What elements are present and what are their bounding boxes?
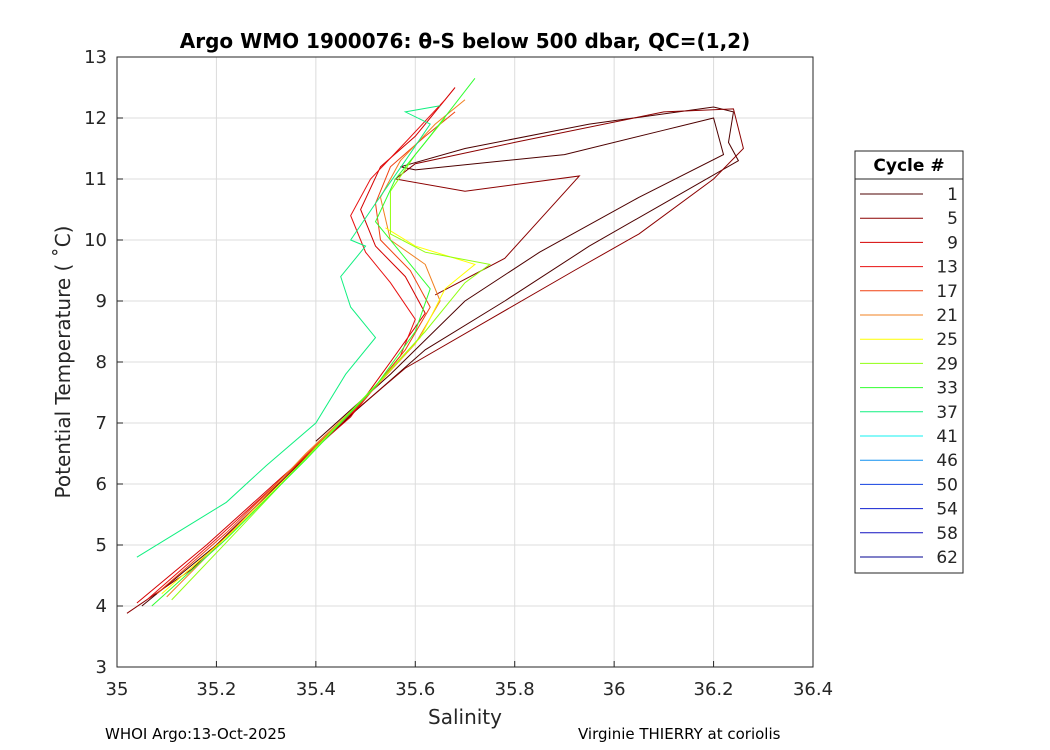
legend-entry-label: 33 <box>936 379 958 399</box>
tick-labels: 35 35.2 35.4 35.6 35.8 36 36.2 36.4 3 4 5 6 7 8 9 10 11 1… <box>84 47 833 700</box>
y-tick-label: 11 <box>84 169 107 190</box>
y-tick-label: 12 <box>84 108 107 129</box>
legend-entry-label: 25 <box>936 330 958 350</box>
x-tick-label: 35.2 <box>196 679 236 700</box>
x-tick-label: 35 <box>106 679 129 700</box>
legend-entry-label: 17 <box>936 282 958 302</box>
legend-entry-label: 5 <box>947 209 958 229</box>
legend-entry-label: 54 <box>936 500 958 520</box>
legend-entry-label: 1 <box>947 185 958 205</box>
y-tick-label: 7 <box>96 413 107 434</box>
legend-entry-label: 21 <box>936 306 958 326</box>
legend-entry-label: 29 <box>936 354 958 374</box>
series-lines <box>126 78 744 614</box>
series-line-cycle-33 <box>151 78 476 607</box>
plot-frame <box>116 56 814 668</box>
series-line-cycle-21 <box>166 99 466 598</box>
y-tick-label: 4 <box>96 596 107 617</box>
x-tick-label: 36.4 <box>793 679 833 700</box>
legend: Cycle # 1 5 9 13 17 21 25 29 33 37 41 46 50 54 58 62 <box>854 150 964 574</box>
x-tick-label: 36.2 <box>694 679 734 700</box>
series-line-cycle-9 <box>136 87 456 604</box>
legend-box <box>854 150 964 574</box>
series-line-cycle-29 <box>171 117 492 601</box>
x-tick-label: 35.4 <box>296 679 336 700</box>
footer-left: WHOI Argo:13-Oct-2025 <box>105 725 287 743</box>
legend-entry-label: 37 <box>936 403 958 423</box>
legend-entry-label: 41 <box>936 427 958 447</box>
y-tick-label: 5 <box>96 535 107 556</box>
footer-right: Virginie THIERRY at coriolis <box>578 725 781 743</box>
legend-entry-label: 50 <box>936 475 958 495</box>
legend-entry-label: 62 <box>936 548 958 568</box>
legend-entry-label: 58 <box>936 524 958 544</box>
y-tick-label: 13 <box>84 47 107 68</box>
y-tick-label: 8 <box>96 352 107 373</box>
x-tick-label: 35.8 <box>495 679 535 700</box>
x-tick-label: 35.6 <box>395 679 435 700</box>
chart-title: Argo WMO 1900076: θ-S below 500 dbar, QC… <box>180 29 750 53</box>
x-axis-label: Salinity <box>428 705 502 729</box>
series-line-cycle-1 <box>141 106 740 607</box>
legend-title: Cycle # <box>873 156 944 176</box>
legend-entry-label: 46 <box>936 451 958 471</box>
y-tick-label: 6 <box>96 474 107 495</box>
y-axis-label: Potential Temperature ( ˚C) <box>51 226 75 499</box>
x-tick-label: 36 <box>603 679 626 700</box>
legend-entry-label: 13 <box>936 258 958 278</box>
legend-entry-label: 9 <box>947 233 958 253</box>
y-tick-label: 10 <box>84 230 107 251</box>
y-tick-label: 3 <box>96 657 107 678</box>
series-line-cycle-37 <box>136 105 441 558</box>
y-tick-label: 9 <box>96 291 107 312</box>
